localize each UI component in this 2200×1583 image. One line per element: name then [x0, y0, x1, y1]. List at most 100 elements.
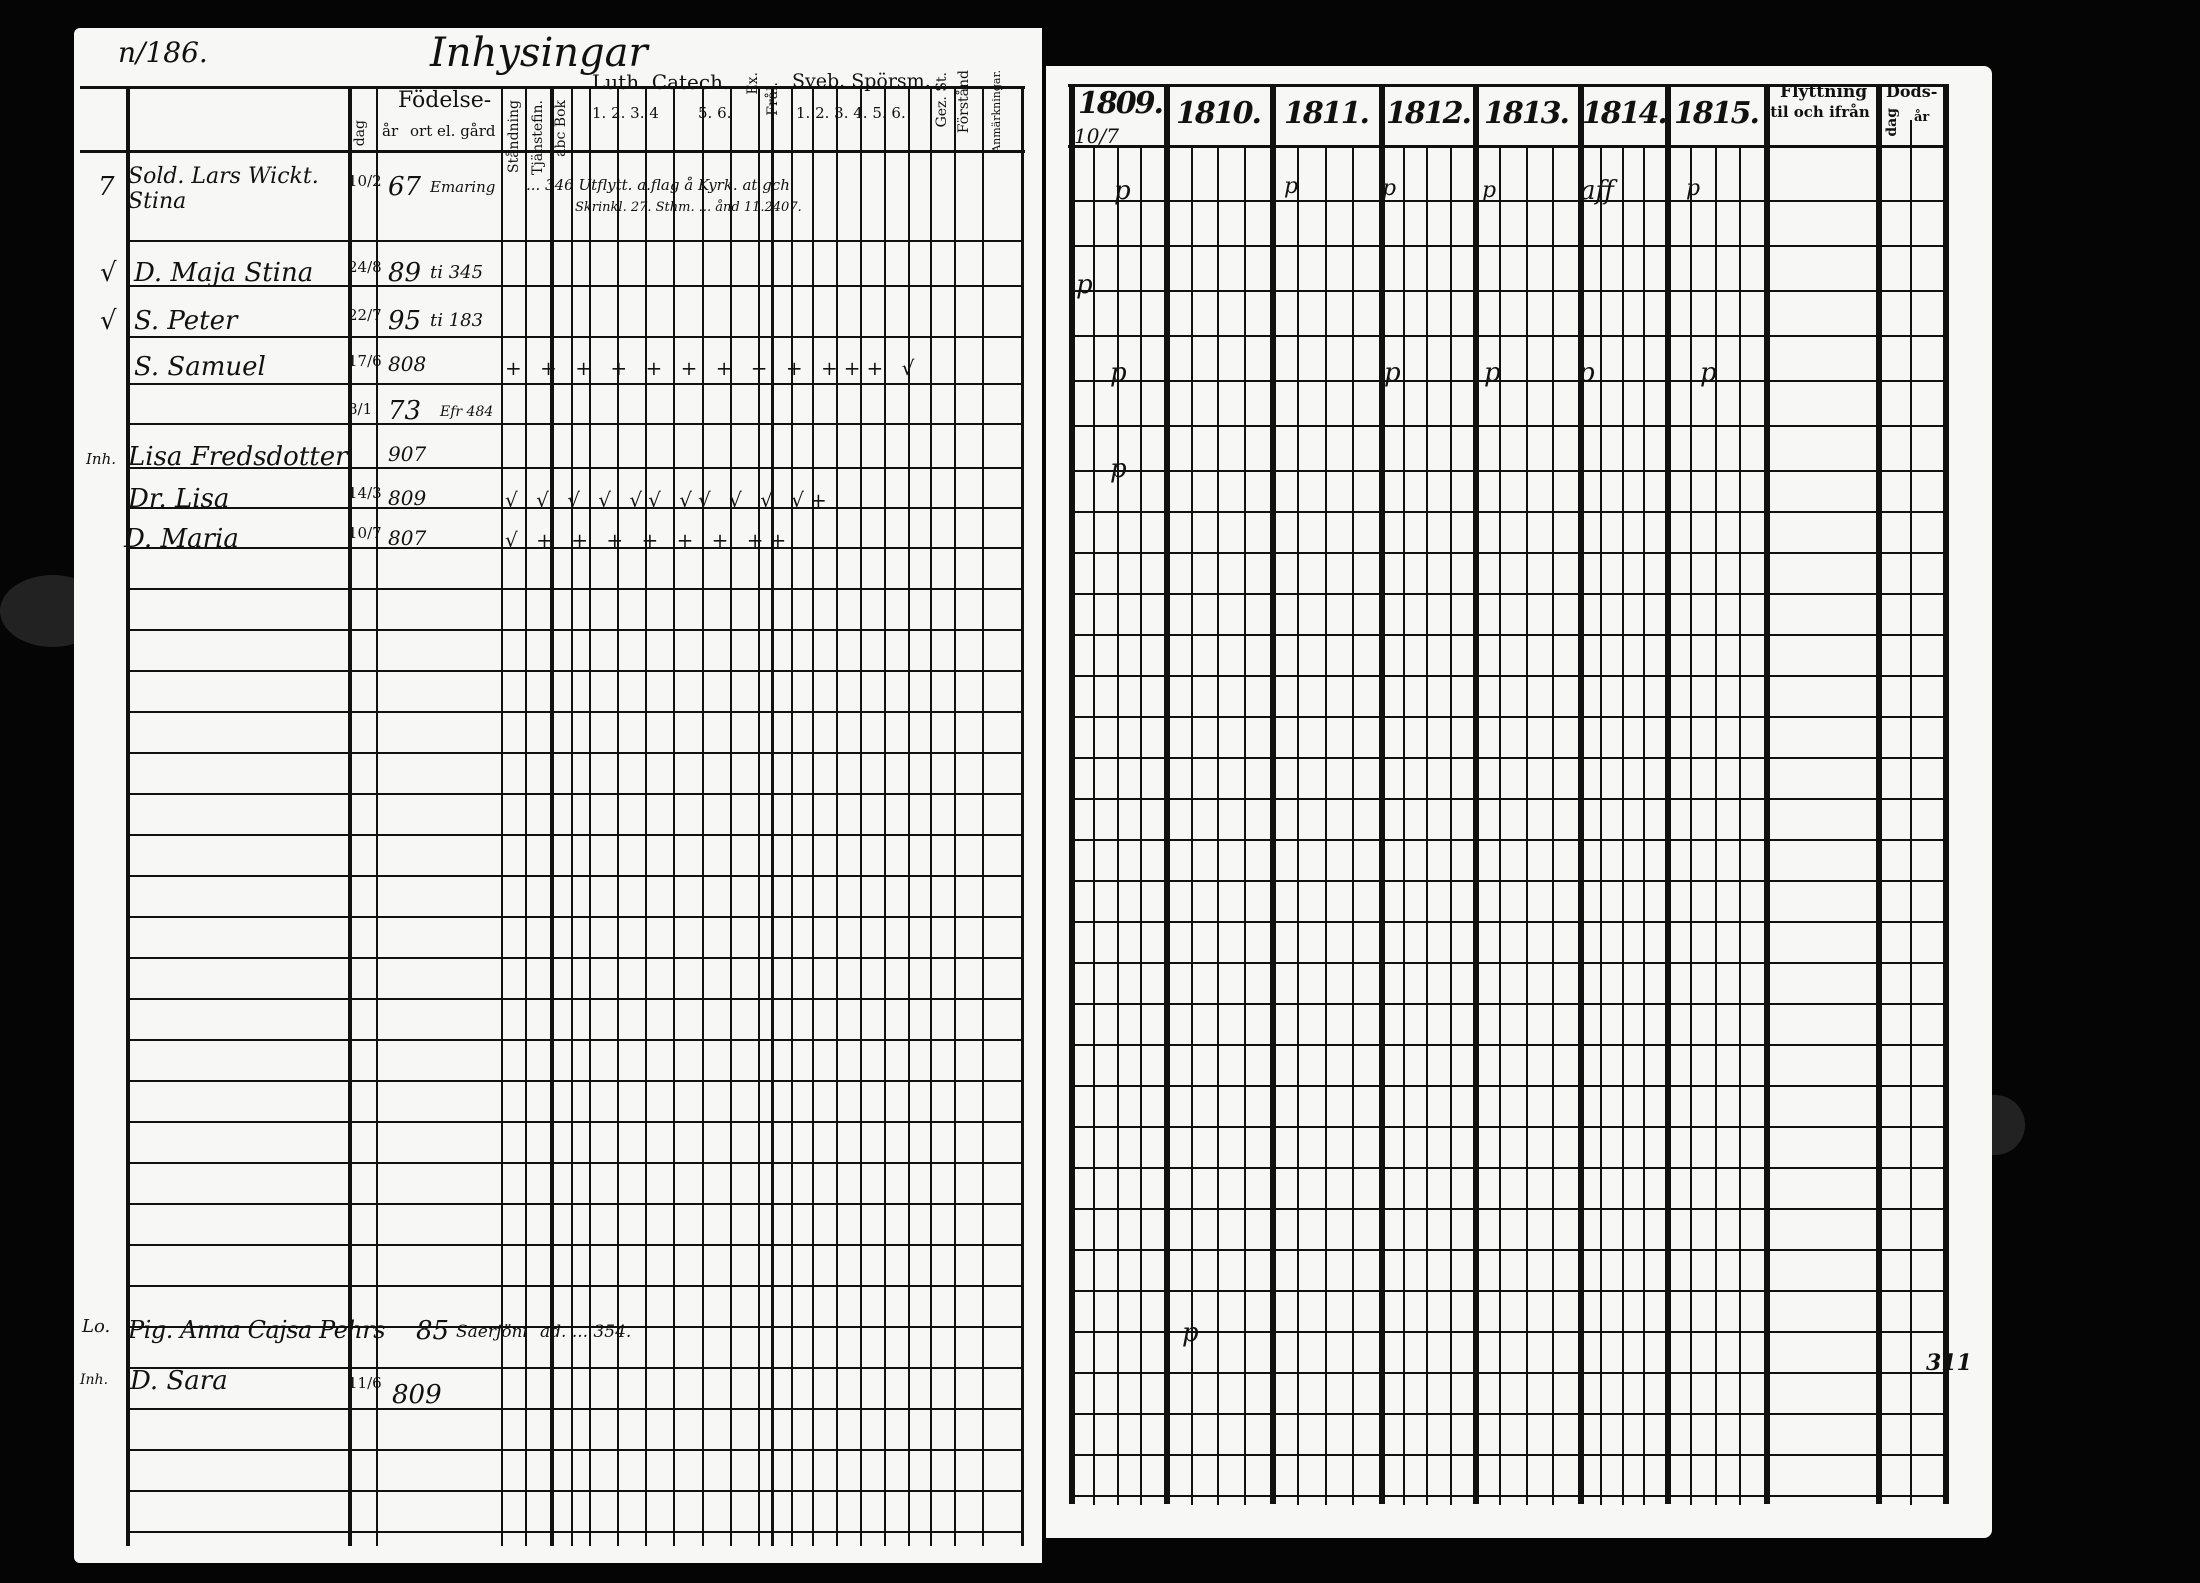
header-flyttning-sub: til och ifrån — [1770, 103, 1870, 121]
column-rule — [1643, 145, 1646, 1505]
row-rule — [1069, 1290, 1945, 1292]
row-rule — [126, 588, 1024, 590]
column-rule — [1069, 84, 1075, 1504]
row-rule — [1069, 245, 1945, 247]
row-rule — [126, 1531, 1024, 1533]
row-rule — [1069, 1331, 1945, 1333]
year-header: 1812. — [1386, 96, 1472, 131]
header-sveb: Sveb. Spörsm. — [792, 70, 931, 92]
header-anmarkningar: Anmärkningar. — [990, 70, 1003, 153]
row-rule — [1069, 1126, 1945, 1128]
header-fodelse: Födelse- — [398, 88, 492, 113]
column-rule — [589, 86, 591, 1546]
column-rule — [1270, 84, 1276, 1504]
header-ort: ort el. gård — [410, 122, 496, 140]
row-rule — [1069, 200, 1945, 202]
row-rule — [1069, 552, 1945, 554]
row-ort: Efr 484 — [440, 404, 494, 420]
row-rule — [1069, 1208, 1945, 1210]
row-rule — [1069, 470, 1945, 472]
row-ar: 807 — [388, 526, 427, 550]
row-rule — [126, 916, 1024, 918]
row-rule — [1069, 716, 1945, 718]
row-rule — [126, 1285, 1024, 1287]
column-rule — [645, 86, 647, 1546]
column-rule — [1164, 84, 1170, 1504]
column-rule — [1499, 145, 1502, 1505]
row-name: Sold. Lars Wickt. Stina — [128, 164, 319, 215]
row-rule — [1069, 1249, 1945, 1251]
row-dag: 14/3 — [348, 484, 382, 502]
header-dods: Döds- — [1886, 82, 1938, 101]
row-margin: √ — [100, 258, 117, 288]
column-rule — [1297, 145, 1300, 1505]
column-rule — [1551, 145, 1554, 1505]
row-rule — [126, 1162, 1024, 1164]
column-rule — [501, 86, 503, 1546]
year-header: 1813. — [1484, 96, 1570, 131]
row-rule — [126, 1326, 1024, 1328]
row-ort: Saerjöni — [456, 1322, 528, 1342]
column-rule — [1379, 84, 1385, 1504]
row-name: D. Maja Stina — [134, 258, 314, 288]
column-rule — [1910, 120, 1912, 1505]
column-rule — [1402, 145, 1405, 1505]
column-rule — [1764, 84, 1770, 1504]
row-ort: Emaring — [430, 178, 496, 196]
row-rule — [126, 336, 1024, 338]
header-ar: år — [382, 122, 399, 140]
column-rule — [1621, 145, 1624, 1505]
column-rule — [730, 86, 732, 1546]
column-rule — [836, 86, 838, 1546]
row-rule — [1069, 880, 1945, 882]
header-tjanst: Tjänstefin. — [530, 100, 546, 175]
row-ar: 85 — [416, 1316, 450, 1346]
row-rule — [1069, 511, 1945, 513]
column-rule — [1324, 145, 1327, 1505]
row-rule — [1069, 757, 1945, 759]
row-rule — [126, 1203, 1024, 1205]
row-rule — [1069, 1495, 1945, 1497]
row-dag: 10/7 — [348, 524, 382, 542]
row-name: S. Peter — [134, 306, 238, 336]
header-col-a: Ex. — [745, 72, 761, 95]
column-rule — [812, 86, 814, 1546]
column-rule — [550, 86, 554, 1546]
attendance-mark: p — [1482, 178, 1497, 203]
row-rule — [1069, 634, 1945, 636]
column-rule — [1665, 84, 1671, 1504]
row-rule — [126, 1039, 1024, 1041]
row-rule — [126, 711, 1024, 713]
column-rule — [525, 86, 527, 1546]
year-header: 1809. — [1078, 86, 1164, 121]
row-rule — [126, 1449, 1024, 1451]
column-rule — [348, 86, 352, 1546]
row-rule — [126, 240, 1024, 242]
row-rule — [126, 834, 1024, 836]
column-rule — [702, 86, 704, 1546]
row-name: Lisa Fredsdotter — [128, 442, 348, 472]
row-dag: 22/7 — [348, 306, 382, 324]
right-page — [1046, 66, 1992, 1538]
column-rule — [1599, 145, 1602, 1505]
header-rule — [1068, 84, 1944, 87]
row-rule — [126, 875, 1024, 877]
year-header: 1810. — [1176, 96, 1262, 131]
header-dods-ar: år — [1914, 110, 1930, 125]
row-rule — [1069, 425, 1945, 427]
column-rule — [771, 86, 774, 1546]
column-rule — [1243, 145, 1246, 1505]
column-rule — [1739, 145, 1742, 1505]
column-rule — [860, 86, 862, 1546]
row-ar: 95 — [388, 306, 422, 336]
row-rule — [126, 1408, 1024, 1410]
row-ar: 808 — [388, 352, 427, 376]
row-rule — [126, 1490, 1024, 1492]
row-rule — [1069, 1413, 1945, 1415]
row-ar: 73 — [388, 396, 422, 426]
column-rule — [1689, 145, 1692, 1505]
row-name: Dr. Lisa — [128, 484, 230, 514]
row-ort: ti 345 — [430, 262, 484, 283]
row-rule — [1069, 290, 1945, 292]
